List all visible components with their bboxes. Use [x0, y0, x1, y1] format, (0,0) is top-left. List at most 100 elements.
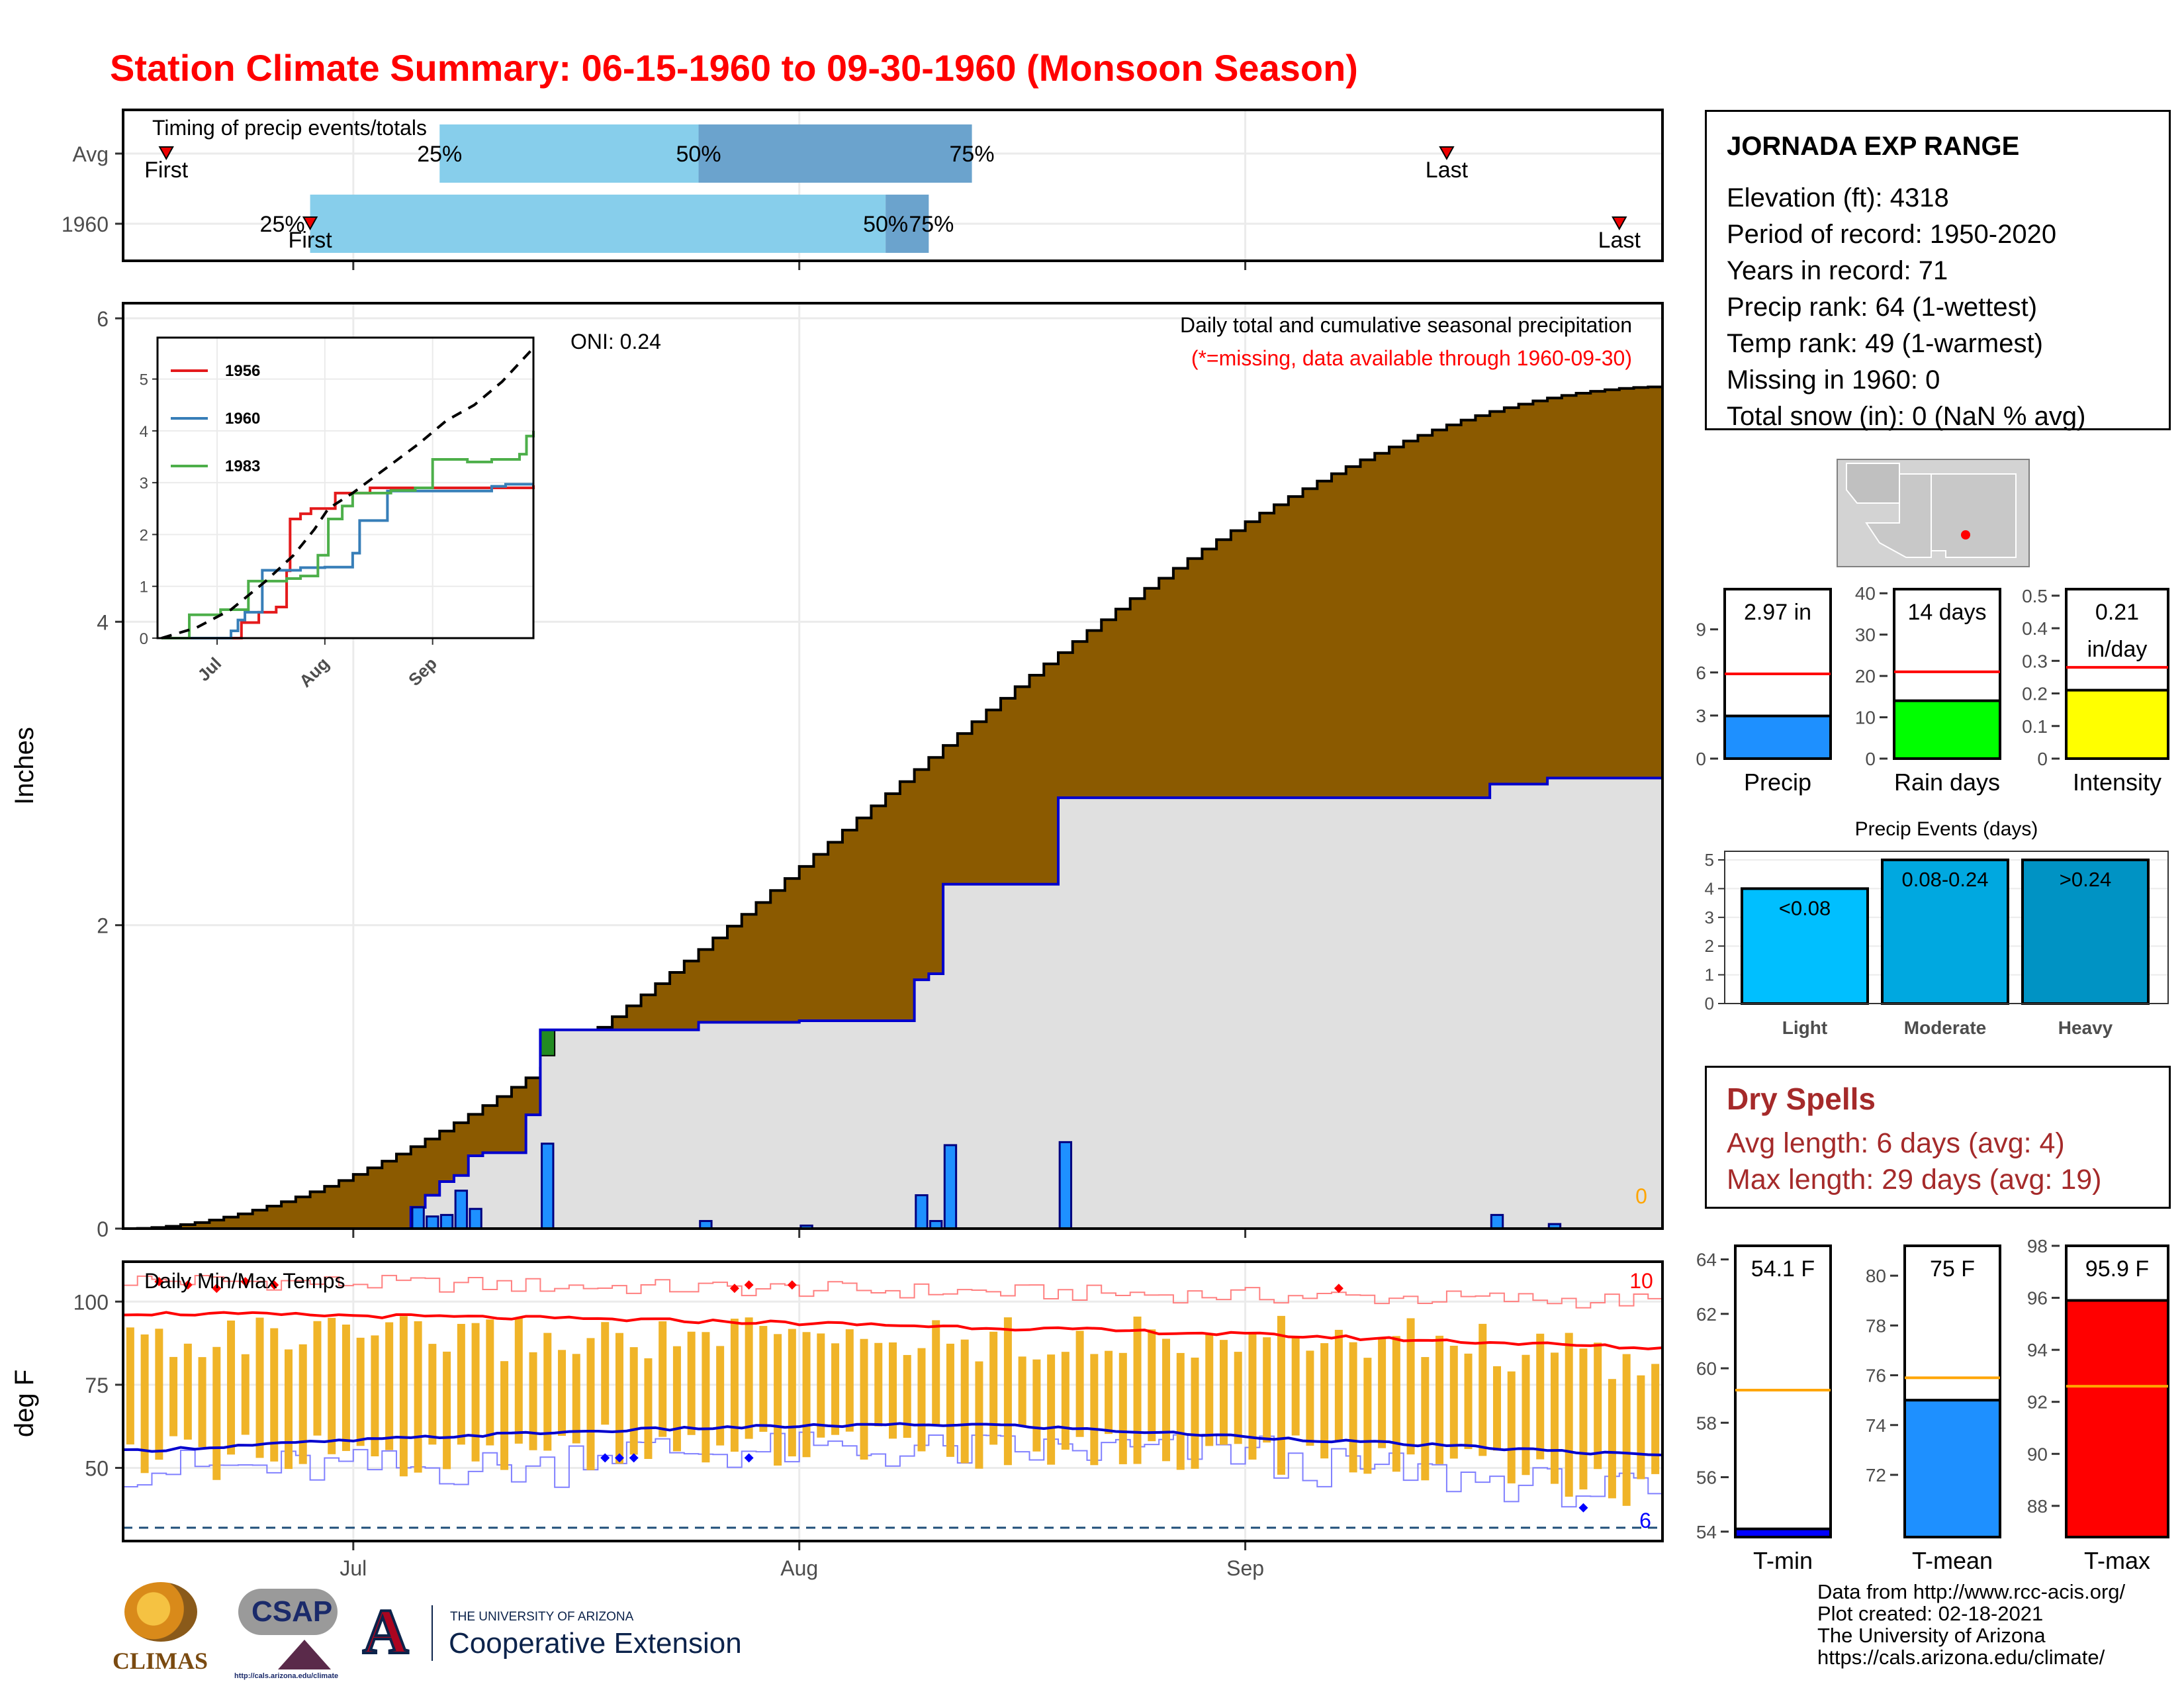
summary-axis-label: Precip	[1744, 769, 1811, 796]
daily-precip-bar	[454, 1190, 469, 1230]
record-high-marker	[744, 1280, 754, 1290]
daily-temp-bar	[702, 1332, 710, 1463]
summary-Intensity: 0 0.1 0.2 0.3 0.4 0.5 0.21 in/day Intensity	[2022, 586, 2169, 796]
credits: Data from http://www.rcc-acis.org/ Plot …	[1817, 1581, 2125, 1668]
daily-temp-bar	[672, 1346, 681, 1452]
summary-y-tick-label: 96	[2027, 1288, 2048, 1309]
daily-temp-bar	[1550, 1352, 1559, 1484]
season-1960-area	[123, 778, 1662, 1229]
summary-value-bar	[2065, 688, 2169, 760]
daily-temp-bar	[1579, 1348, 1588, 1490]
oni-annotation: ONI: 0.24	[570, 330, 661, 353]
record-low-marker	[614, 1453, 624, 1463]
record-high-marker	[183, 1280, 193, 1290]
timeline-first-label: First	[289, 228, 333, 253]
station-elevation: Elevation (ft): 4318	[1727, 183, 1949, 212]
daily-temp-bar	[572, 1354, 580, 1444]
daily-temp-bar	[270, 1328, 279, 1462]
daily-temp-bar	[874, 1342, 883, 1427]
events-bar-label: >0.24	[2060, 868, 2111, 891]
summary-y-tick-label: 0	[1865, 749, 1876, 769]
daily-temp-bar	[845, 1329, 854, 1432]
daily-temp-bar	[1075, 1331, 1084, 1437]
events-category-label: Light	[1782, 1017, 1827, 1038]
summary-T-min: 54 56 58 60 62 64 54.1 F T-min	[1696, 1244, 1832, 1574]
summary-y-tick-label: 80	[1866, 1266, 1886, 1286]
events-category-label: Moderate	[1904, 1017, 1986, 1038]
summary-y-tick-label: 0.1	[2022, 716, 2048, 737]
precip-y-tick-label: 6	[97, 307, 109, 331]
daily-temp-bar	[1608, 1379, 1616, 1499]
daily-temp-bar	[140, 1334, 149, 1474]
temp-y-tick-label: 50	[85, 1456, 109, 1480]
station-precip-rank: Precip rank: 64 (1-wettest)	[1727, 293, 2038, 322]
daily-temp-bar	[1320, 1343, 1329, 1459]
precip-panel-title: Daily total and cumulative seasonal prec…	[1180, 313, 1632, 337]
daily-temp-bar	[558, 1350, 567, 1436]
daily-temp-bar	[284, 1349, 293, 1470]
inset-average-dashed-line	[161, 347, 535, 639]
summary-y-tick-label: 64	[1696, 1250, 1717, 1270]
summary-y-tick-label: 10	[1855, 708, 1876, 728]
record-high-marker	[787, 1280, 797, 1290]
daily-temp-bar	[486, 1319, 494, 1446]
summary-y-tick-label: 6	[1696, 663, 1706, 683]
timeline-quartile-25-50	[310, 195, 886, 253]
daily-temp-bar	[1162, 1338, 1171, 1462]
daily-temp-bar	[341, 1324, 350, 1451]
daily-temp-bar	[745, 1317, 753, 1439]
csap-logo-text: CSAP	[251, 1595, 333, 1628]
dry-spells-box: Dry Spells Avg length: 6 days (avg: 4) M…	[1705, 1066, 2171, 1209]
daily-temp-bar	[644, 1358, 653, 1459]
summary-y-tick-label: 92	[2027, 1392, 2048, 1413]
daily-temp-bar	[586, 1338, 595, 1470]
daily-temp-bar	[514, 1318, 523, 1444]
summary-y-tick-label: 3	[1696, 706, 1706, 726]
station-snow: Total snow (in): 0 (NaN % avg)	[1727, 402, 2086, 431]
csap-url: http://cals.arizona.edu/climate	[234, 1672, 339, 1680]
daily-precip-bar	[541, 1143, 555, 1230]
timeline-row-label: 1960	[62, 212, 109, 236]
daily-temp-bar	[889, 1342, 897, 1439]
daily-precip-bar	[426, 1215, 439, 1230]
timeline-row-label: Avg	[72, 142, 109, 166]
precip-y-tick-label: 4	[97, 610, 109, 634]
daily-temp-bar	[385, 1322, 394, 1450]
ua-logo: A	[361, 1599, 416, 1665]
timeline-last-label: Last	[1426, 158, 1469, 183]
summary-y-tick-label: 56	[1696, 1468, 1717, 1488]
page-title: Station Climate Summary: 06-15-1960 to 0…	[110, 47, 1358, 89]
daily-temp-bar	[1277, 1315, 1285, 1475]
summary-frame	[1734, 1244, 1832, 1538]
inset-series-line-1983	[161, 430, 535, 639]
daily-temp-bar	[399, 1316, 408, 1477]
daily-temp-bar	[198, 1357, 206, 1448]
inset-y-tick-label: 4	[140, 423, 148, 441]
daily-temp-bar	[1248, 1333, 1257, 1460]
daily-precip-bar	[439, 1213, 454, 1230]
daily-temp-bar	[241, 1354, 250, 1435]
daily-temp-bar	[1594, 1342, 1602, 1470]
timeline-p75-label: 75%	[950, 142, 995, 167]
daily-temp-bar	[1565, 1333, 1573, 1497]
daily-temp-bar	[932, 1320, 940, 1426]
daily-temp-bar	[1363, 1358, 1372, 1474]
csap-logo: CSAP http://cals.arizona.edu/climate	[232, 1583, 351, 1683]
events-bar	[2021, 859, 2150, 1006]
timeline-title: Timing of precip events/totals	[152, 116, 427, 140]
daily-temp-bar	[1133, 1316, 1142, 1464]
summary-y-tick-label: 60	[1696, 1358, 1717, 1379]
daily-precip-bar	[411, 1206, 425, 1230]
credit-url: https://cals.arizona.edu/climate/	[1817, 1646, 2105, 1669]
inset-y-tick-label: 1	[140, 579, 148, 596]
timeline-p50-label: 50%	[863, 212, 908, 237]
timeline-p25-label: 25%	[260, 212, 305, 237]
daily-temp-bar	[802, 1332, 811, 1458]
daily-temp-bar	[817, 1333, 825, 1438]
events-bar-label: 0.08-0.24	[1902, 868, 1989, 891]
summary-value-bar	[2065, 1299, 2169, 1538]
daily-temp-bar	[500, 1361, 509, 1470]
record-high-marker	[729, 1284, 739, 1293]
